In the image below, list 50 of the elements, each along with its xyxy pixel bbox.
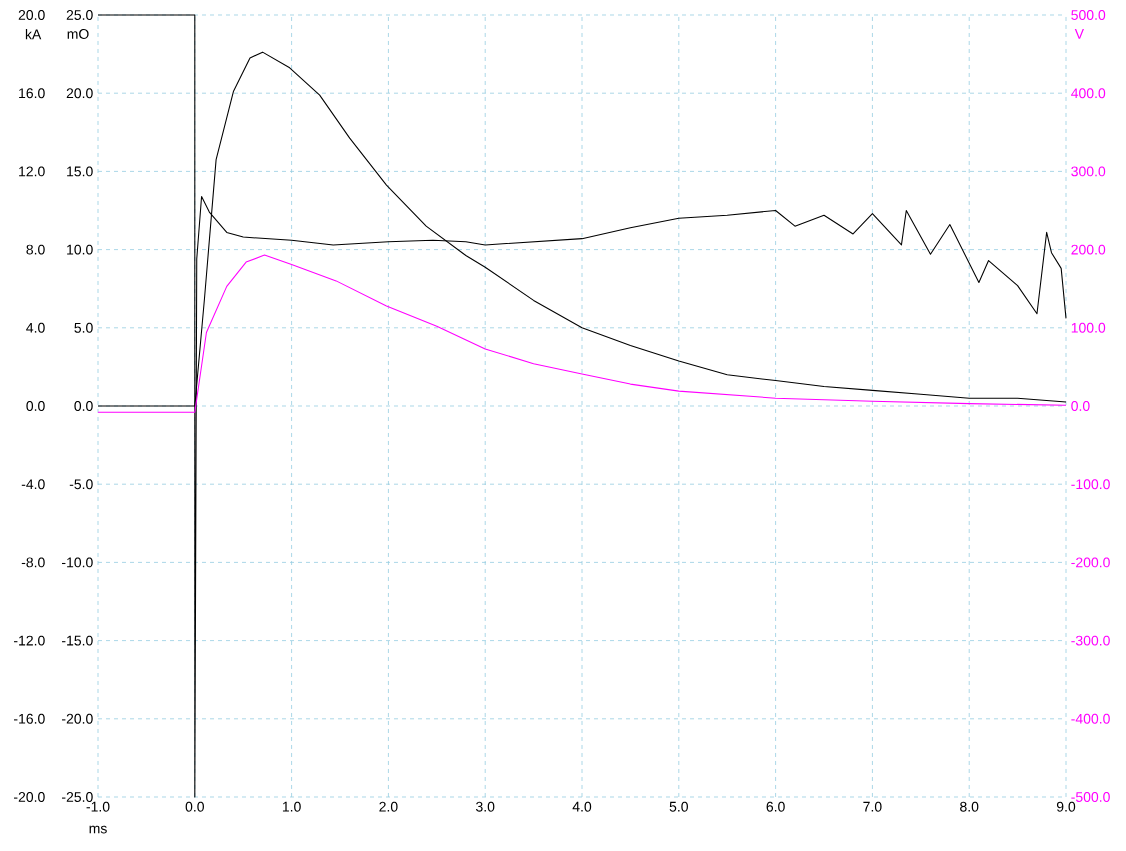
y-tick-label: -8.0	[21, 557, 45, 568]
y2-tick-label: -100.0	[1071, 479, 1110, 490]
x-tick-label: 7.0	[863, 801, 882, 812]
y3-tick-label: 25.0	[66, 10, 93, 20]
x-tick-label: 1.0	[282, 801, 301, 812]
y2-axis-title: V	[1074, 29, 1084, 39]
y3-tick-label: -5.0	[69, 479, 93, 490]
y-tick-label: -12.0	[14, 635, 45, 646]
x-tick-label: 8.0	[960, 801, 979, 812]
y2-tick-label: 400.0	[1071, 88, 1106, 99]
y-tick-label: -20.0	[14, 792, 45, 802]
x-tick-label: 3.0	[476, 801, 495, 812]
y3-tick-label: 15.0	[67, 166, 93, 177]
x-axis-title: ms	[89, 825, 107, 834]
y3-axis-title: mO	[67, 29, 89, 39]
x-tick-label: 2.0	[379, 801, 398, 812]
y3-tick-label: 10.0	[67, 244, 93, 255]
y-tick-label: -4.0	[21, 479, 45, 490]
y-axis-title: kA	[25, 29, 42, 40]
y2-tick-label: 0.0	[1071, 401, 1090, 411]
y3-tick-label: 20.0	[66, 88, 93, 99]
y-tick-label: 16.0	[19, 88, 45, 99]
y2-tick-label: -200.0	[1071, 557, 1110, 568]
line-series	[97, 254, 1067, 413]
y-tick-label: 12.0	[19, 166, 45, 177]
y2-tick-label: 500.0	[1071, 10, 1106, 20]
x-tick-label: 6.0	[766, 801, 785, 812]
y2-tick-label: -300.0	[1071, 635, 1110, 646]
y3-tick-label: 5.0	[74, 322, 93, 333]
x-tick-label: 0.0	[185, 801, 204, 812]
x-tick-label: -1.0	[86, 801, 110, 812]
y-tick-label: 4.0	[26, 322, 45, 333]
y-tick-label: 20.0	[18, 10, 45, 20]
y-tick-label: 8.0	[26, 244, 45, 255]
y3-tick-label: -15.0	[62, 635, 93, 646]
y2-tick-label: 100.0	[1071, 322, 1106, 333]
y3-tick-label: -10.0	[62, 557, 93, 568]
y2-tick-label: -500.0	[1071, 792, 1110, 802]
y2-tick-label: -400.0	[1071, 713, 1110, 724]
y2-tick-label: 200.0	[1071, 244, 1106, 255]
x-tick-label: 9.0	[1056, 801, 1076, 812]
y3-tick-label: 0.0	[74, 401, 93, 411]
x-tick-label: 4.0	[572, 801, 592, 812]
x-tick-label: 5.0	[669, 801, 688, 812]
y2-tick-label: 300.0	[1071, 166, 1106, 177]
y-tick-label: 0.0	[26, 401, 45, 411]
y3-tick-label: -25.0	[62, 792, 93, 802]
y-tick-label: -16.0	[14, 713, 45, 724]
y3-tick-label: -20.0	[62, 713, 93, 724]
line-series	[97, 14, 1067, 798]
